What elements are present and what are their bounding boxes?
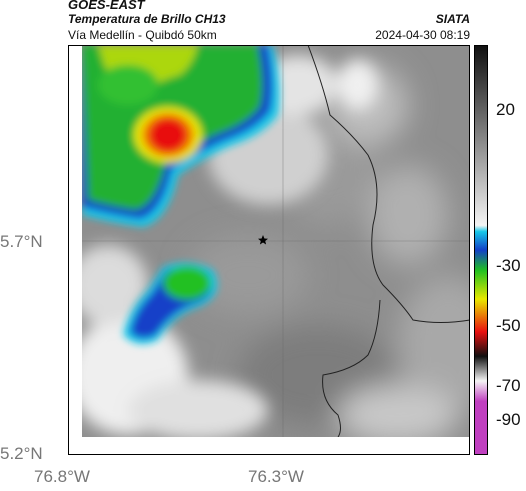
lon-tick-label: 76.8°W <box>34 467 90 486</box>
cloud-field <box>82 45 470 437</box>
map-title: GOES-EAST <box>68 0 145 12</box>
lat-tick-label: 5.2°N <box>0 444 43 463</box>
colorbar-tick-label: -50 <box>496 316 521 335</box>
colorbar-tick-label: -70 <box>496 376 521 395</box>
datetime-label: 2024-04-30 08:19 <box>375 28 470 42</box>
satellite-map <box>68 45 470 455</box>
lon-tick-label: 76.3°W <box>248 467 304 486</box>
colorbar-tick-label: 20 <box>496 100 515 119</box>
temperature-colorbar <box>474 45 488 455</box>
route-label: Vía Medellín - Quibdó 50km <box>68 28 217 42</box>
colorbar-tick-label: -30 <box>496 256 521 275</box>
star-icon <box>258 235 268 245</box>
colorbar-tick-label: -90 <box>496 410 521 429</box>
organization-label: SIATA <box>435 12 470 26</box>
map-subtitle: Temperatura de Brillo CH13 <box>68 12 226 26</box>
lat-tick-label: 5.7°N <box>0 232 43 251</box>
